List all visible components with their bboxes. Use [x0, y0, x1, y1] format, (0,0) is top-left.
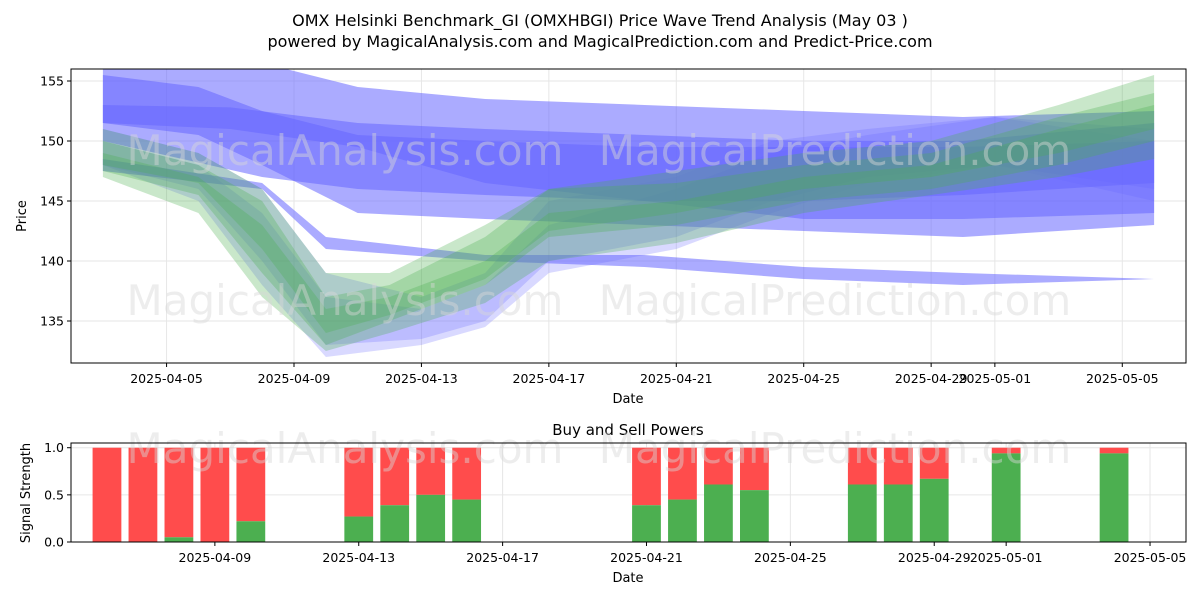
- price-axis-ticks: 135 140 145 150 155 2025-04-05 2025-04-09 2025-…: [40, 74, 1158, 387]
- signal-chart-title: Buy and Sell Powers: [552, 421, 704, 439]
- sell-power-bar: [380, 447, 410, 506]
- price-x-tick-label: 2025-04-09: [258, 371, 331, 386]
- green-wave-band: [102, 93, 1155, 345]
- buy-power-bar: [668, 499, 697, 542]
- sell-power-bar: [236, 447, 266, 522]
- signal-y-tick-label: 1.0: [44, 440, 64, 455]
- signal-x-axis-label: Date: [612, 571, 643, 586]
- buy-power-bar: [416, 494, 446, 542]
- sell-power-bar: [740, 447, 769, 491]
- price-plot-frame: [70, 68, 1187, 364]
- signal-x-tick-label: 2025-04-17: [466, 550, 539, 565]
- buy-power-bar: [164, 537, 194, 542]
- price-y-tick-label: 150: [40, 134, 64, 149]
- sell-power-bar: [1099, 447, 1129, 454]
- signal-y-tick-label: 0.0: [44, 535, 64, 550]
- sell-power-bar: [200, 447, 230, 542]
- sell-power-bar: [883, 447, 913, 485]
- sell-power-bar: [128, 447, 158, 542]
- price-x-tick-label: 2025-04-21: [640, 371, 713, 386]
- chart-title: OMX Helsinki Benchmark_GI (OMXHBGI) Pric…: [292, 11, 908, 31]
- signal-y-axis-label: Signal Strength: [19, 443, 34, 543]
- buy-power-bar: [632, 505, 661, 542]
- signal-x-tick-label: 2025-05-01: [970, 550, 1043, 565]
- buy-power-bar: [704, 484, 733, 542]
- price-y-tick-label: 135: [40, 314, 64, 329]
- signal-x-tick-label: 2025-04-13: [322, 550, 395, 565]
- sell-power-bar: [416, 447, 446, 495]
- buy-power-bar: [740, 490, 769, 542]
- buy-power-bar: [991, 453, 1021, 542]
- chart-subtitle: powered by MagicalAnalysis.com and Magic…: [267, 32, 932, 51]
- sell-power-bar: [632, 447, 661, 506]
- buy-power-bar: [344, 516, 374, 542]
- signal-x-tick-label: 2025-04-21: [610, 550, 683, 565]
- price-x-tick-label: 2025-04-17: [513, 371, 586, 386]
- sell-power-bar: [164, 447, 194, 538]
- price-bands: [102, 69, 1155, 357]
- blue-wave-band: [102, 117, 1155, 357]
- buy-power-bar: [380, 505, 410, 542]
- watermark-right-mid: MagicalPrediction.com: [599, 276, 1072, 325]
- price-x-tick-label: 2025-05-05: [1086, 371, 1159, 386]
- sell-power-bar: [847, 447, 877, 485]
- watermark-right-bottom: MagicalPrediction.com: [599, 424, 1072, 473]
- blue-wave-band: [102, 105, 1155, 219]
- sell-power-bar: [991, 447, 1021, 454]
- signal-x-tick-label: 2025-04-29: [898, 550, 971, 565]
- sell-power-bar: [668, 447, 697, 500]
- price-x-tick-label: 2025-04-05: [130, 371, 203, 386]
- watermark-left-mid: MagicalAnalysis.com: [127, 276, 564, 325]
- price-y-tick-label: 140: [40, 254, 64, 269]
- watermark-right-top: MagicalPrediction.com: [599, 126, 1072, 175]
- price-y-tick-label: 145: [40, 194, 64, 209]
- signal-plot-frame: [70, 442, 1187, 543]
- price-x-tick-label: 2025-04-13: [385, 371, 458, 386]
- sell-power-bar: [344, 447, 374, 517]
- price-y-axis-label: Price: [15, 200, 30, 232]
- sell-power-bar: [919, 447, 949, 479]
- green-wave-band: [102, 75, 1155, 333]
- signal-y-tick-label: 0.5: [44, 487, 64, 502]
- buy-power-bar: [1099, 453, 1129, 542]
- price-x-tick-label: 2025-04-25: [767, 371, 840, 386]
- signal-x-tick-label: 2025-04-09: [179, 550, 252, 565]
- signal-x-tick-label: 2025-05-05: [1114, 550, 1187, 565]
- price-x-tick-label: 2025-04-29: [895, 371, 968, 386]
- buy-power-bar: [847, 484, 877, 542]
- price-x-axis-label: Date: [612, 392, 643, 407]
- sell-power-bar: [452, 447, 482, 500]
- signal-bars: [92, 447, 1129, 542]
- watermark-left-bottom: MagicalAnalysis.com: [127, 424, 564, 473]
- blue-wave-band: [102, 117, 1155, 345]
- buy-power-bar: [236, 521, 266, 542]
- signal-x-tick-label: 2025-04-25: [754, 550, 827, 565]
- blue-wave-band: [102, 159, 1155, 285]
- buy-power-bar: [883, 484, 913, 542]
- watermark-left-top: MagicalAnalysis.com: [127, 126, 564, 175]
- price-x-tick-label: 2025-05-01: [959, 371, 1032, 386]
- signal-axis-ticks: 0.0 0.5 1.0 2025-04-09 2025-04-13 2025-04-17 2…: [44, 440, 1186, 565]
- sell-power-bar: [704, 447, 733, 485]
- buy-power-bar: [452, 499, 482, 542]
- price-y-tick-label: 155: [40, 74, 64, 89]
- green-wave-band: [102, 105, 1155, 351]
- buy-power-bar: [919, 478, 949, 542]
- sell-power-bar: [92, 447, 122, 542]
